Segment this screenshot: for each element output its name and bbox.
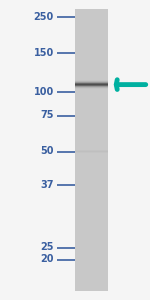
Text: 25: 25	[40, 242, 54, 253]
Text: 75: 75	[40, 110, 54, 121]
Text: 100: 100	[34, 86, 54, 97]
Text: 150: 150	[34, 47, 54, 58]
Text: 20: 20	[40, 254, 54, 265]
Text: 37: 37	[40, 179, 54, 190]
Text: 250: 250	[34, 11, 54, 22]
Text: 50: 50	[40, 146, 54, 157]
Bar	[75, 9, 108, 291]
